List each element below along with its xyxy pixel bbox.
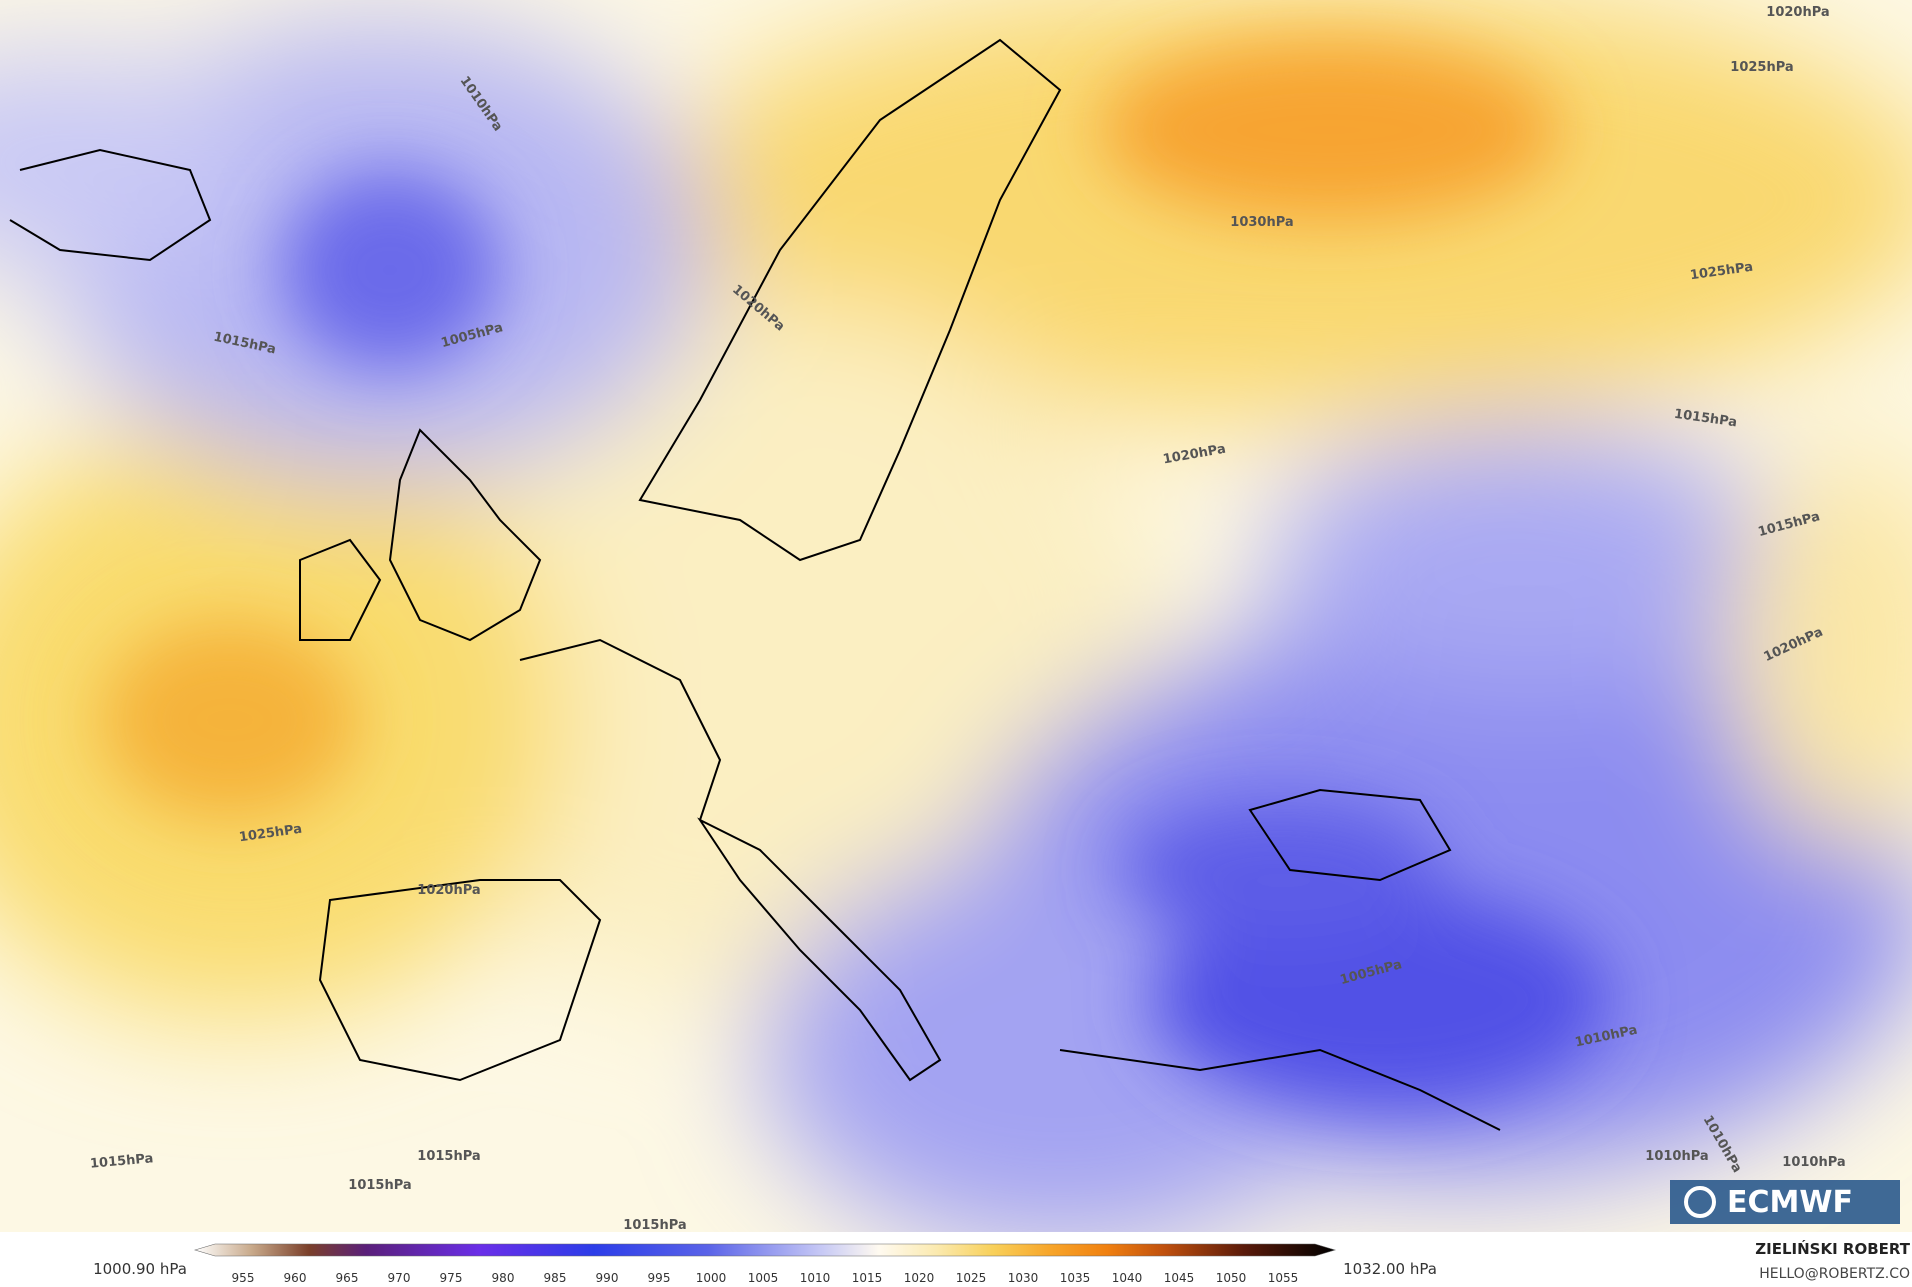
- isobar-label: 1015hPa: [417, 1149, 480, 1164]
- colorbar-min: 1000.90 hPa: [93, 1260, 187, 1278]
- email: HELLO@ROBERTZ.CO: [1759, 1266, 1910, 1282]
- coastlines: [9, 38, 1501, 1131]
- isobar-label: 1010hPa: [1645, 1149, 1708, 1164]
- colorbar-tick-label: 1050: [1216, 1271, 1247, 1285]
- colorbar-tick-label: 995: [648, 1271, 671, 1285]
- isobar-label: 1030hPa: [1230, 215, 1293, 230]
- isobar-label: 1010hPa: [1782, 1155, 1845, 1170]
- isobar-label: 1020hPa: [1766, 5, 1829, 20]
- colorbar-tick-label: 970: [388, 1271, 411, 1285]
- colorbar: [193, 1243, 1337, 1257]
- colorbar-tick-label: 1020: [904, 1271, 935, 1285]
- colorbar-tick-label: 990: [596, 1271, 619, 1285]
- isobar-label: 1015hPa: [623, 1218, 686, 1233]
- colorbar-tick-label: 965: [336, 1271, 359, 1285]
- colorbar-tick-label: 1015: [852, 1271, 883, 1285]
- colorbar-tick-label: 1000: [696, 1271, 727, 1285]
- ecmwf-logo: ECMWF: [1670, 1180, 1900, 1224]
- colorbar-tick-label: 1010: [800, 1271, 831, 1285]
- isobar-label: 1020hPa: [417, 883, 480, 898]
- colorbar-tick-label: 1030: [1008, 1271, 1039, 1285]
- colorbar-tick-label: 1005: [748, 1271, 779, 1285]
- colorbar-tick-label: 1045: [1164, 1271, 1195, 1285]
- isobar-label: 1015hPa: [348, 1178, 411, 1193]
- colorbar-tick-label: 980: [492, 1271, 515, 1285]
- colorbar-tick-label: 960: [284, 1271, 307, 1285]
- colorbar-tick-label: 955: [232, 1271, 255, 1285]
- isobar-label: 1015hPa: [89, 1151, 153, 1171]
- isobar-label: 1025hPa: [1730, 60, 1793, 75]
- colorbar-max: 1032.00 hPa: [1343, 1260, 1437, 1278]
- colorbar-tick-label: 1055: [1268, 1271, 1299, 1285]
- colorbar-tick-label: 1035: [1060, 1271, 1091, 1285]
- colorbar-tick-label: 1040: [1112, 1271, 1143, 1285]
- colorbar-tick-label: 985: [544, 1271, 567, 1285]
- author: ZIELIŃSKI ROBERT: [1755, 1239, 1910, 1258]
- logo-text: ECMWF: [1727, 1185, 1853, 1220]
- colorbar-tick-label: 1025: [956, 1271, 987, 1285]
- colorbar-tick-label: 975: [440, 1271, 463, 1285]
